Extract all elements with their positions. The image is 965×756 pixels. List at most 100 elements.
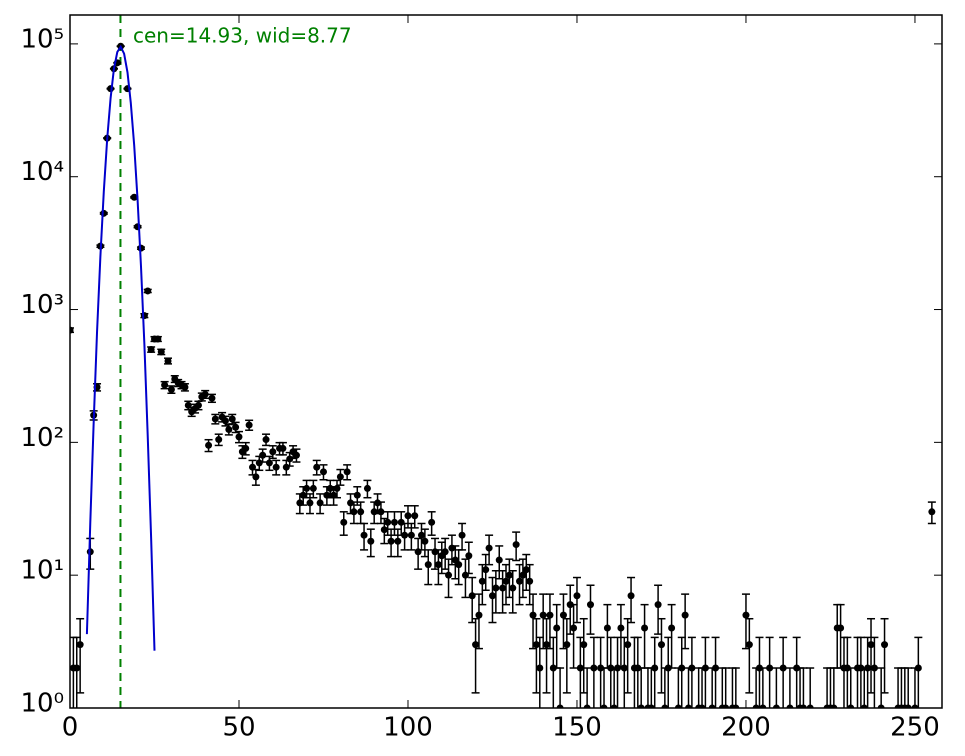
- point: [772, 704, 780, 708]
- point: [519, 571, 527, 579]
- point: [688, 664, 696, 672]
- point: [228, 415, 236, 423]
- point: [418, 531, 426, 539]
- point: [144, 287, 152, 295]
- point: [441, 548, 449, 556]
- point: [309, 484, 317, 492]
- point: [154, 335, 162, 343]
- axes-frame: [69, 14, 943, 709]
- point: [543, 641, 551, 649]
- point: [407, 531, 415, 539]
- point: [208, 394, 216, 402]
- point: [576, 664, 584, 672]
- point: [499, 584, 507, 592]
- point: [536, 664, 544, 672]
- point: [330, 491, 338, 499]
- point: [455, 561, 463, 569]
- point: [76, 641, 84, 649]
- point: [306, 499, 314, 507]
- point: [624, 641, 632, 649]
- point: [752, 704, 760, 708]
- point: [502, 577, 510, 585]
- point: [336, 473, 344, 481]
- point: [333, 484, 341, 492]
- point: [546, 611, 554, 619]
- point: [806, 704, 814, 708]
- point: [522, 566, 530, 574]
- point: [424, 561, 432, 569]
- point: [766, 664, 774, 672]
- point: [394, 537, 402, 545]
- point: [353, 491, 361, 499]
- point: [563, 641, 571, 649]
- point: [509, 584, 517, 592]
- point: [272, 463, 280, 471]
- point: [255, 459, 263, 467]
- point: [282, 463, 290, 471]
- point: [526, 577, 534, 585]
- point: [799, 704, 807, 708]
- point: [343, 468, 351, 476]
- point: [201, 390, 209, 398]
- point: [759, 704, 767, 708]
- x-tick-label: 150: [552, 713, 602, 743]
- point: [495, 556, 503, 564]
- point: [701, 664, 709, 672]
- point: [847, 704, 855, 708]
- point: [262, 436, 270, 444]
- point: [914, 664, 922, 672]
- point: [211, 415, 219, 423]
- point: [610, 704, 618, 708]
- point: [472, 641, 480, 649]
- point: [830, 704, 838, 708]
- point: [181, 383, 189, 391]
- point: [590, 664, 598, 672]
- point: [316, 499, 324, 507]
- point: [488, 592, 496, 600]
- point: [837, 624, 845, 632]
- point: [242, 444, 250, 452]
- point: [215, 436, 223, 444]
- point: [928, 508, 936, 516]
- point: [620, 664, 628, 672]
- point: [252, 473, 260, 481]
- point: [647, 704, 655, 708]
- x-tick-label: 100: [383, 713, 433, 743]
- point: [390, 518, 398, 526]
- fit-curve: [85, 44, 156, 651]
- point: [877, 704, 885, 708]
- x-tick-label: 50: [222, 713, 255, 743]
- point: [532, 641, 540, 649]
- point: [722, 704, 730, 708]
- point: [529, 611, 537, 619]
- point: [70, 326, 74, 334]
- point: [374, 499, 382, 507]
- point: [458, 531, 466, 539]
- point: [377, 508, 385, 516]
- point: [360, 531, 368, 539]
- point: [745, 641, 753, 649]
- point: [860, 704, 868, 708]
- point: [357, 508, 365, 516]
- y-tick-label: 10⁰: [20, 689, 64, 719]
- point: [732, 704, 740, 708]
- point: [380, 526, 388, 534]
- point: [367, 537, 375, 545]
- point: [397, 518, 405, 526]
- point: [384, 518, 392, 526]
- point: [617, 624, 625, 632]
- point: [279, 444, 287, 452]
- point: [421, 537, 429, 545]
- point: [326, 484, 334, 492]
- point: [140, 312, 148, 320]
- point: [340, 518, 348, 526]
- point: [512, 541, 520, 549]
- point: [319, 468, 327, 476]
- point: [553, 624, 561, 632]
- point: [161, 381, 169, 389]
- point: [428, 518, 436, 526]
- point: [478, 577, 486, 585]
- point: [205, 441, 213, 449]
- point: [347, 499, 355, 507]
- point: [164, 357, 172, 365]
